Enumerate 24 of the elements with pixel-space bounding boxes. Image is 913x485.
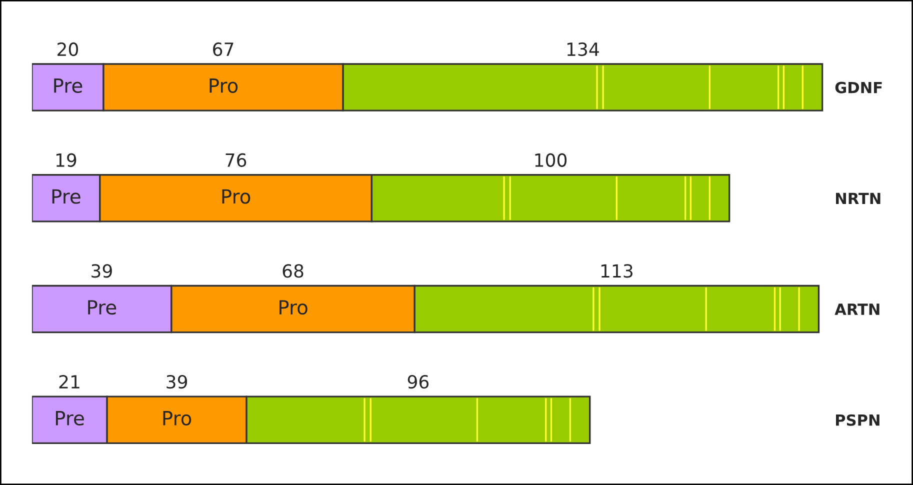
series-label: Pro xyxy=(280,300,308,315)
data-label: 96 xyxy=(408,375,429,389)
data-label: 21 xyxy=(59,375,80,388)
data-label: 39 xyxy=(92,264,112,278)
text: Pro xyxy=(163,411,192,426)
y-tick-label: GDNF xyxy=(835,82,882,94)
data-label: 19 xyxy=(56,153,76,167)
y-tick-label: PSPN xyxy=(836,414,880,426)
data-label: 20 xyxy=(58,42,78,56)
text: Pre xyxy=(56,411,84,426)
text: Pre xyxy=(52,189,80,204)
text: Pro xyxy=(210,78,238,93)
text: Pre xyxy=(54,78,82,93)
data-label: 113 xyxy=(601,264,632,278)
data-label: 39 xyxy=(166,375,188,389)
data-label: 134 xyxy=(567,42,599,56)
data-label: 100 xyxy=(535,153,567,167)
data-label: 67 xyxy=(213,42,234,56)
text: Pro xyxy=(222,189,250,204)
data-label: 68 xyxy=(282,264,304,278)
y-tick-label: NRTN xyxy=(836,192,880,204)
y-tick-label: ARTN xyxy=(834,304,880,315)
series-label: Pre xyxy=(88,300,116,315)
data-label: 76 xyxy=(226,153,246,167)
